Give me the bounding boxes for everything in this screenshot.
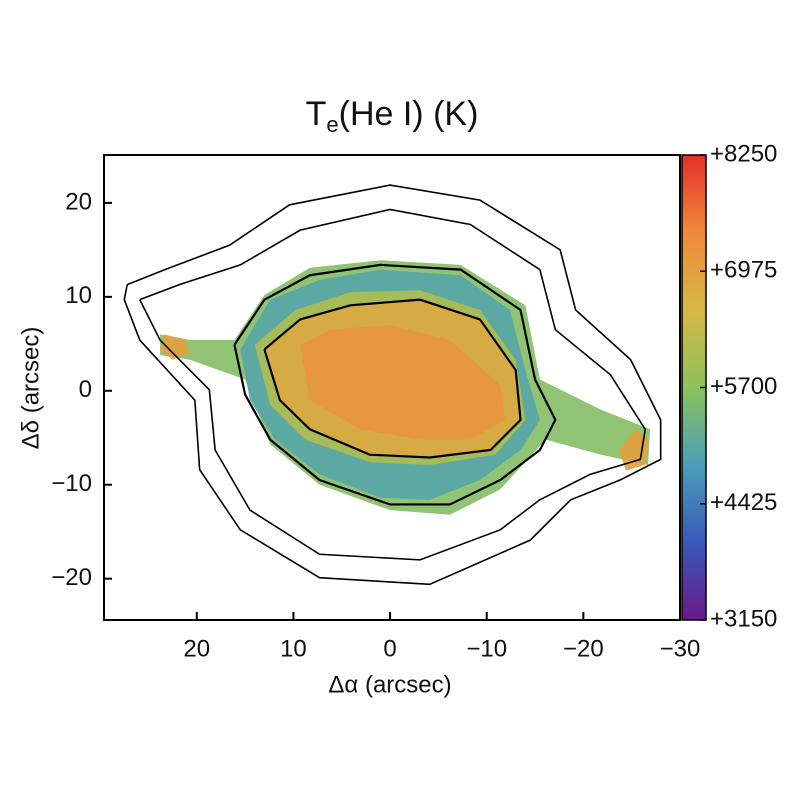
y-tick-label: −20	[51, 564, 92, 591]
temperature-region	[619, 429, 649, 471]
x-tick-label: 10	[280, 635, 307, 662]
x-axis-label: Δα (arcsec)	[328, 671, 451, 698]
title-subscript: e	[326, 112, 338, 137]
y-tick-label: 20	[65, 188, 92, 215]
y-tick-label: 0	[79, 376, 92, 403]
title-main: T	[306, 95, 327, 133]
x-tick-label: 0	[383, 635, 396, 662]
x-tick-label: −10	[466, 635, 507, 662]
x-tick-label: −30	[660, 635, 701, 662]
colorbar-tick-label: +5700	[710, 373, 777, 400]
plot-frame	[103, 154, 681, 621]
colorbar-tick-label: +4425	[710, 489, 777, 516]
y-tick-label: −10	[51, 470, 92, 497]
temperature-region	[300, 325, 506, 440]
contour	[123, 184, 662, 586]
colorbar-tick-label: +3150	[710, 605, 777, 632]
colorbar-tick-label: +8250	[710, 140, 777, 167]
contour	[139, 208, 647, 561]
chart-title: Te(He I) (K)	[306, 95, 479, 137]
y-axis-label: Δδ (arcsec)	[17, 327, 44, 450]
y-tick-label: 10	[65, 282, 92, 309]
x-tick-label: 20	[183, 635, 210, 662]
title-rest: (He I) (K)	[339, 95, 479, 133]
x-tick-label: −20	[563, 635, 604, 662]
colorbar-tick-label: +6975	[710, 257, 777, 284]
contour	[233, 263, 557, 506]
contour	[263, 298, 522, 459]
plot-area	[123, 184, 662, 586]
temperature-region	[160, 334, 191, 360]
